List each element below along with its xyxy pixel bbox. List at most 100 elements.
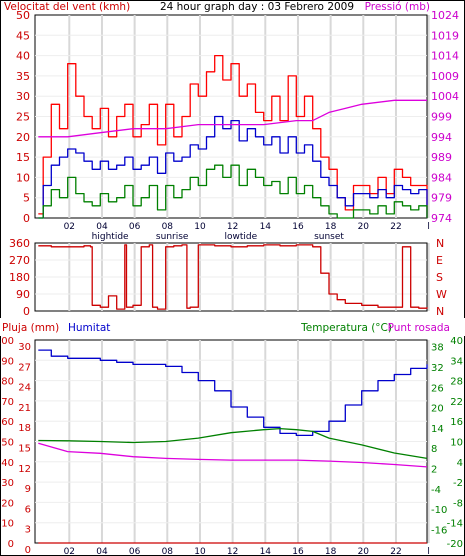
direction-degree-label: 0 (23, 305, 30, 318)
x-tick-label: 22 (390, 547, 401, 556)
rain-tick-label: 24 (18, 383, 31, 394)
direction-degree-label: 360 (9, 237, 30, 250)
direction-degree-label: 90 (16, 288, 30, 301)
temperature-tick-label: -8 (453, 498, 463, 509)
humidity-tick-label: 50 (1, 438, 14, 449)
x-tick-label: 12 (227, 547, 238, 556)
graph-title: 24 hour graph day : 03 Febrero 2009 (160, 1, 354, 13)
humidity-label: Humitat (68, 322, 110, 334)
wind-speed-tick-label: 50 (16, 9, 30, 22)
temperature-inner-tick-label: 32 (431, 363, 444, 374)
wind-speed-tick-label: 30 (16, 90, 30, 103)
temperature-label: Temperatura (°C) (300, 322, 392, 334)
direction-series-line (38, 244, 428, 310)
humidity-tick-label: 100 (0, 336, 14, 347)
direction-compass-label: E (436, 254, 443, 267)
wind-speed-tick-label: 10 (16, 171, 30, 184)
x-tick-label: 20 (358, 547, 370, 556)
temperature-inner-axis: -16 -10 -4 2 8 14 20 26 32 38 (431, 343, 447, 537)
rain-tick-label: 18 (18, 423, 31, 434)
humidity-tick-label: 20 (1, 498, 14, 509)
wind-speed-tick-label: 0 (23, 212, 30, 225)
x-tick-label: 08 (162, 547, 174, 556)
direction-compass-label: W (436, 288, 447, 301)
pressure-tick-label: 979 (431, 192, 452, 205)
humidity-tick-label: 80 (1, 377, 14, 388)
rain-tick-label: 9 (25, 484, 31, 495)
wind-speed-tick-label: 20 (16, 131, 30, 144)
x-tick-label: 04 (96, 547, 108, 556)
dewpoint-series-line (38, 442, 428, 468)
temperature-inner-tick-label: -10 (431, 505, 447, 516)
rain-tick-label: 6 (25, 504, 31, 515)
rain-label: Pluja (mm) (2, 322, 59, 334)
pressure-tick-label: 1004 (431, 90, 459, 103)
x-tick-label: 12 (227, 222, 238, 232)
climate-x-axis: 02 04 06 08 10 12 14 16 18 20 22 l (64, 547, 430, 556)
x-tick-label: 18 (325, 547, 337, 556)
minimum-series-line (38, 164, 428, 219)
climate-header-band (0, 318, 465, 336)
pressure-tick-label: 994 (431, 131, 452, 144)
temperature-inner-tick-label: 38 (431, 343, 444, 354)
temperature-tick-label: 28 (450, 377, 463, 388)
humidity-tick-label: 60 (1, 417, 14, 428)
temperature-tick-label: -20 (447, 539, 463, 550)
humidity-tick-label: 40 (1, 458, 14, 469)
rain-tick-label: 21 (18, 403, 31, 414)
humidity-tick-label: 70 (1, 397, 14, 408)
temperature-tick-label: 16 (450, 417, 463, 428)
temperature-tick-label: -14 (447, 519, 463, 530)
direction-grid (35, 243, 430, 311)
rain-axis: 0 3 6 9 12 15 18 21 24 27 30 (18, 342, 31, 556)
x-tick-label: 18 (325, 222, 337, 232)
tide-sun-annotation: hightide (92, 232, 129, 242)
x-tick-label: 08 (162, 222, 174, 232)
pressure-tick-label: 1009 (431, 70, 459, 83)
pressure-tick-label: 1024 (431, 9, 459, 22)
temperature-series-line (38, 427, 428, 460)
climate-series (38, 349, 428, 544)
x-tick-label: 06 (129, 547, 141, 556)
pressure-series-line (38, 99, 427, 138)
wind-speed-tick-label: 40 (16, 50, 30, 63)
x-tick-label: 04 (96, 222, 108, 232)
direction-degree-label: 180 (9, 271, 30, 284)
direction-degree-label: 270 (9, 254, 30, 267)
humidity-tick-label: 30 (1, 478, 14, 489)
direction-compass-label: S (436, 271, 443, 284)
pressure-tick-label: 989 (431, 151, 452, 164)
wind-speed-tick-label: 35 (16, 70, 30, 83)
humidity-tick-label: 10 (1, 519, 14, 530)
wind-panel: Velocitat del vent (kmh) 24 hour graph d… (4, 1, 459, 242)
wind-speed-tick-label: 5 (23, 192, 30, 205)
temperature-inner-tick-label: 8 (431, 444, 437, 455)
rain-tick-label: 27 (18, 362, 31, 373)
x-tick-label: 22 (390, 222, 401, 232)
humidity-axis: 0 10 20 30 40 50 60 70 80 90 100 (0, 336, 14, 550)
pressure-tick-label: 1019 (431, 29, 459, 42)
pressure-axis: 974 979 984 989 994 999 1004 1009 1014 1019 1024 (431, 9, 459, 225)
pressure-tick-label: 1014 (431, 50, 459, 63)
rain-tick-label: 12 (18, 464, 31, 475)
x-tick-label: 16 (292, 222, 304, 232)
x-tick-label: 02 (64, 547, 75, 556)
tide-sun-annotation: sunset (314, 232, 344, 242)
x-tick-label: 14 (260, 222, 272, 232)
temperature-inner-tick-label: 2 (431, 464, 437, 475)
wind-speed-tick-label: 45 (16, 29, 30, 42)
wind-speed-tick-label: 25 (16, 111, 30, 124)
pressure-tick-label: 999 (431, 111, 452, 124)
pressure-tick-label: 974 (431, 212, 452, 225)
direction-degree-axis: 0 90 180 270 360 (9, 237, 30, 318)
temperature-tick-label: 10 (450, 438, 463, 449)
tide-sun-annotation: sunrise (156, 232, 189, 242)
pressure-tick-label: 984 (431, 171, 452, 184)
climate-panel: Pluja (mm) Humitat Temperatura (°C) Punt… (0, 318, 465, 556)
wind-speed-tick-label: 15 (16, 151, 30, 164)
climate-grid (35, 340, 430, 543)
dewpoint-label: Punt rosada (388, 322, 450, 334)
x-tick-label: 06 (129, 222, 141, 232)
